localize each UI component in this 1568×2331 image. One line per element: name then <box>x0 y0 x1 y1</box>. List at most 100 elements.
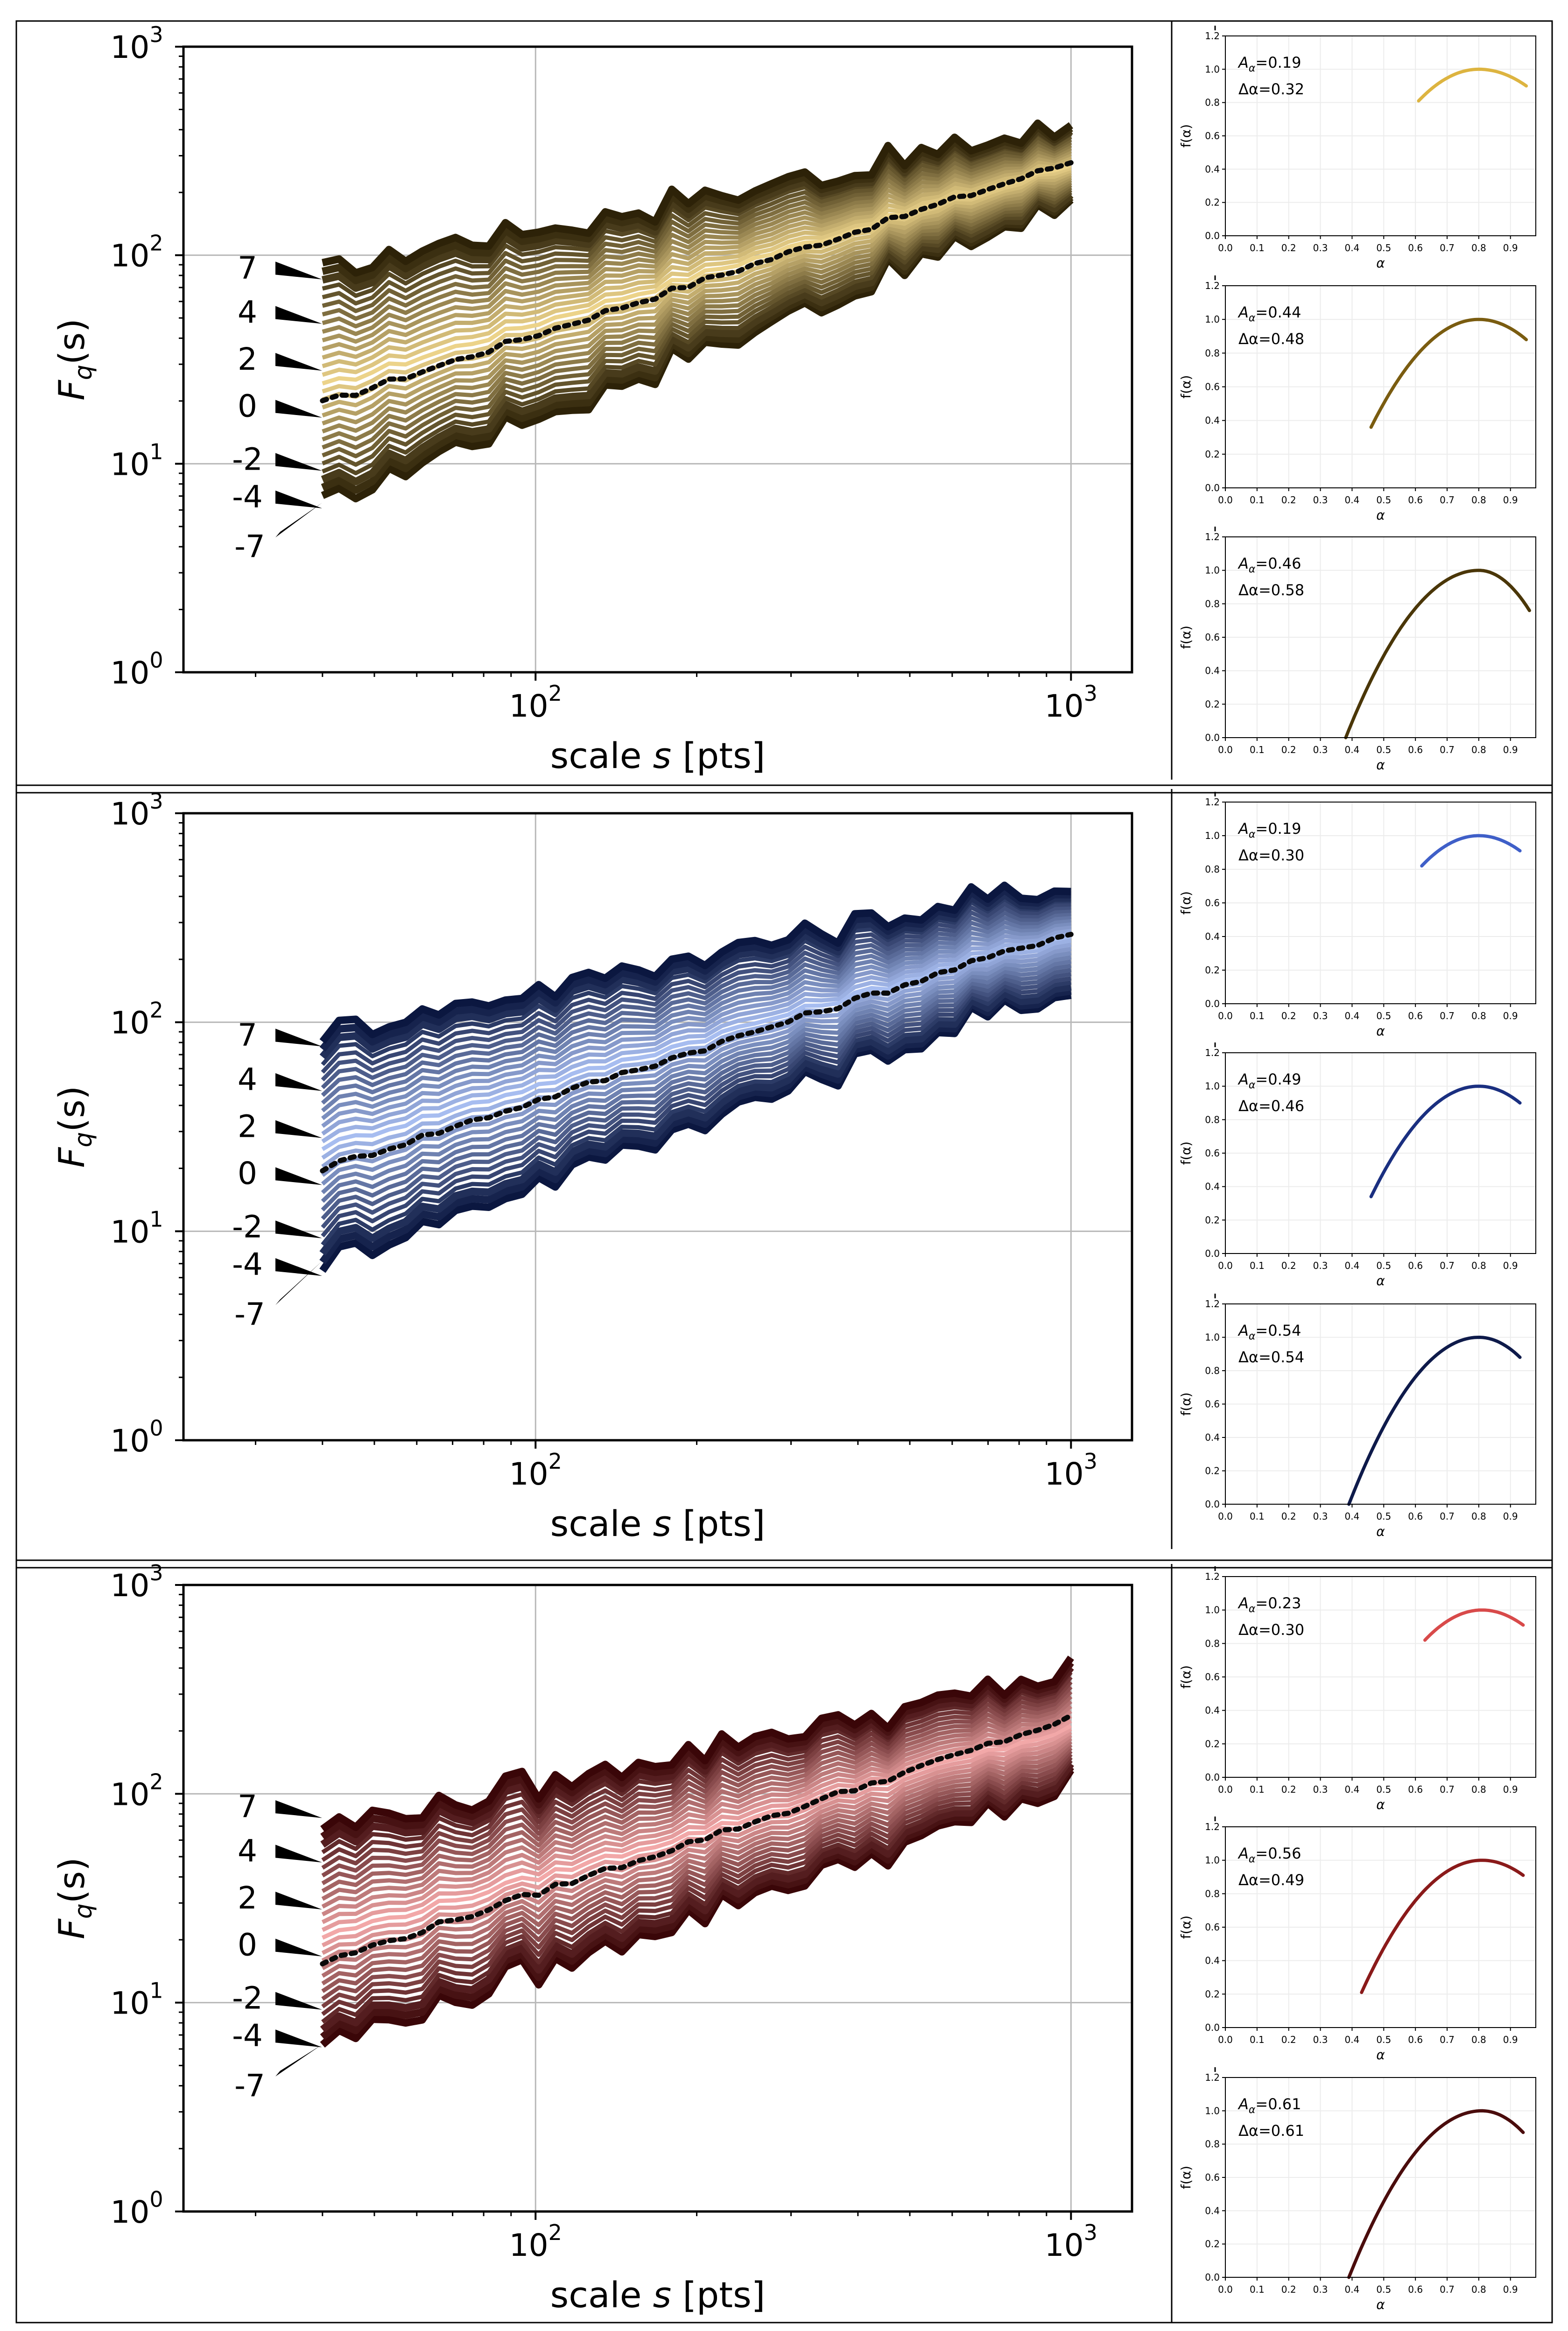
fq-curves <box>319 881 1074 1273</box>
axes-frame <box>182 45 1133 674</box>
aa-symbol: A <box>1238 2095 1249 2113</box>
fq-curve <box>321 924 1071 1128</box>
small-x-tick-label: 0.9 <box>1503 1511 1518 1522</box>
y-tick-base: 10 <box>110 1423 149 1459</box>
small-y-tick-label: 0.0 <box>1205 1772 1220 1783</box>
fq-curve <box>321 1743 1073 1986</box>
small-x-tick-label: 0.4 <box>1345 1260 1360 1271</box>
small-y-tick-label: 0.0 <box>1205 732 1220 743</box>
small-x-tick-label: 0.8 <box>1471 1260 1486 1271</box>
small-x-tick-label: 0.0 <box>1218 1010 1233 1021</box>
small-y-tick-label: 1.0 <box>1205 1605 1220 1616</box>
spectrum-plot-2: 0.0 0.1 0.2 0.3 0.4 0.5 0.6 0.7 0.8 0.9 0.0 0.2 0.4 0… <box>1178 1817 1536 2063</box>
da-value: =0.49 <box>1259 1871 1304 1889</box>
small-x-axis-label: α <box>1376 757 1385 773</box>
q-label: 0 <box>238 1927 257 1963</box>
small-y-tick-label: 0.6 <box>1205 2172 1220 2183</box>
small-x-tick-label: 0.4 <box>1345 2034 1360 2045</box>
small-y-tick-label: 0.8 <box>1205 1888 1220 1899</box>
q-wedge <box>275 1845 322 1863</box>
y-tick-base: 10 <box>110 796 149 832</box>
y-tick-base: 10 <box>110 446 149 482</box>
small-x-axis-label: α <box>1376 1273 1385 1289</box>
small-y-tick-label: 0.0 <box>1205 230 1220 241</box>
small-x-tick-label: 0.1 <box>1250 1260 1265 1271</box>
spectrum-plot-1: 0.0 0.1 0.2 0.3 0.4 0.5 0.6 0.7 0.8 0.9 0.0 0.2 0.4 0… <box>1178 792 1536 1039</box>
x-label-prefix: scale <box>550 2274 653 2316</box>
small-y-tick-label: 0.8 <box>1205 1638 1220 1649</box>
small-y-tick-label: 0.6 <box>1205 130 1220 141</box>
outer-frame <box>15 20 1553 2324</box>
y-tick-exp: 1 <box>149 1206 163 1232</box>
q-label: 2 <box>238 1109 257 1145</box>
small-y-tick-label: 1.2 <box>1205 280 1220 291</box>
x-tick-base: 10 <box>1045 2227 1084 2263</box>
small-x-tick-label: 0.2 <box>1281 1260 1296 1271</box>
x-tick-base: 10 <box>1045 1456 1084 1492</box>
q-wedge <box>275 1073 322 1091</box>
small-y-tick-label: 0.4 <box>1205 1432 1220 1443</box>
fq-curve <box>321 1730 1072 1955</box>
small-x-tick-label: 0.2 <box>1281 1784 1296 1795</box>
small-x-tick-label: 0.9 <box>1503 2034 1518 2045</box>
small-x-tick-label: 0.4 <box>1345 1511 1360 1522</box>
small-x-tick-label: 0.8 <box>1471 2034 1486 2045</box>
fq-curve <box>319 983 1072 1256</box>
small-y-tick-label: 0.8 <box>1205 97 1220 108</box>
q-wedge <box>275 1167 322 1185</box>
x-tick-exp: 3 <box>1084 681 1097 706</box>
da-symbol: Δα <box>1238 1097 1259 1115</box>
fq-curve <box>321 964 1071 1211</box>
small-x-tick-label: 0.1 <box>1250 2034 1265 2045</box>
aa-symbol: A <box>1238 555 1249 572</box>
q-label: -7 <box>234 2068 265 2104</box>
small-x-tick-label: 0.5 <box>1376 1511 1391 1522</box>
fq-curve <box>322 135 1072 306</box>
small-y-tick-label: 0.6 <box>1205 632 1220 643</box>
fq-curve <box>321 1695 1073 1893</box>
small-x-tick-label: 0.0 <box>1218 1784 1233 1795</box>
small-x-tick-label: 0.2 <box>1281 2034 1296 2045</box>
fq-curve <box>321 1704 1073 1909</box>
q-wedge <box>275 490 322 508</box>
small-y-tick-label: 0.8 <box>1205 864 1220 875</box>
x-tick-base: 10 <box>509 1456 548 1492</box>
small-y-tick-label: 0.2 <box>1205 2239 1220 2250</box>
small-x-tick-label: 0.5 <box>1376 1010 1391 1021</box>
small-y-tick-label: 1.2 <box>1205 2072 1220 2083</box>
q-wedge <box>275 453 322 471</box>
y-tick-base: 10 <box>110 238 149 274</box>
small-x-tick-label: 0.5 <box>1376 2034 1391 2045</box>
y-tick-base: 10 <box>110 1568 149 1604</box>
y-tick-base: 10 <box>110 2194 149 2230</box>
aa-value: =0.44 <box>1255 303 1301 321</box>
da-value: =0.46 <box>1259 1097 1304 1115</box>
da-value: =0.48 <box>1259 330 1304 348</box>
small-x-tick-label: 0.0 <box>1218 242 1233 254</box>
small-x-tick-label: 0.1 <box>1250 1511 1265 1522</box>
y-label-base: F <box>51 380 92 401</box>
fq-curve <box>321 905 1071 1082</box>
aa-sub: α <box>1249 1603 1256 1615</box>
small-x-tick-label: 0.6 <box>1408 1784 1423 1795</box>
small-x-tick-label: 0.5 <box>1376 242 1391 254</box>
small-x-tick-label: 0.7 <box>1440 744 1455 755</box>
q-labels: 7 4 2 0 -2-4 -7 <box>232 1017 322 1332</box>
small-y-axis-label: f(α) <box>1178 891 1194 915</box>
fq-curve <box>322 155 1072 360</box>
small-x-tick-label: 0.4 <box>1345 494 1360 506</box>
small-y-tick-label: 0.4 <box>1205 415 1220 426</box>
y-tick-base: 10 <box>110 655 149 691</box>
x-tick-label: 103 <box>1045 1449 1097 1492</box>
singularity-spectrum-curve <box>1417 67 1528 103</box>
q-label: -4 <box>232 479 263 515</box>
q-wedge <box>275 1938 322 1957</box>
aa-symbol: A <box>1238 303 1249 321</box>
fq-curve <box>321 976 1071 1238</box>
da-annotation: Δα=0.30 <box>1238 846 1304 864</box>
fq-curve <box>321 897 1071 1066</box>
small-x-tick-label: 0.3 <box>1313 494 1328 506</box>
aa-sub: α <box>1249 563 1256 575</box>
fq-curve <box>322 178 1072 434</box>
x-tick-label: 102 <box>509 2220 562 2263</box>
